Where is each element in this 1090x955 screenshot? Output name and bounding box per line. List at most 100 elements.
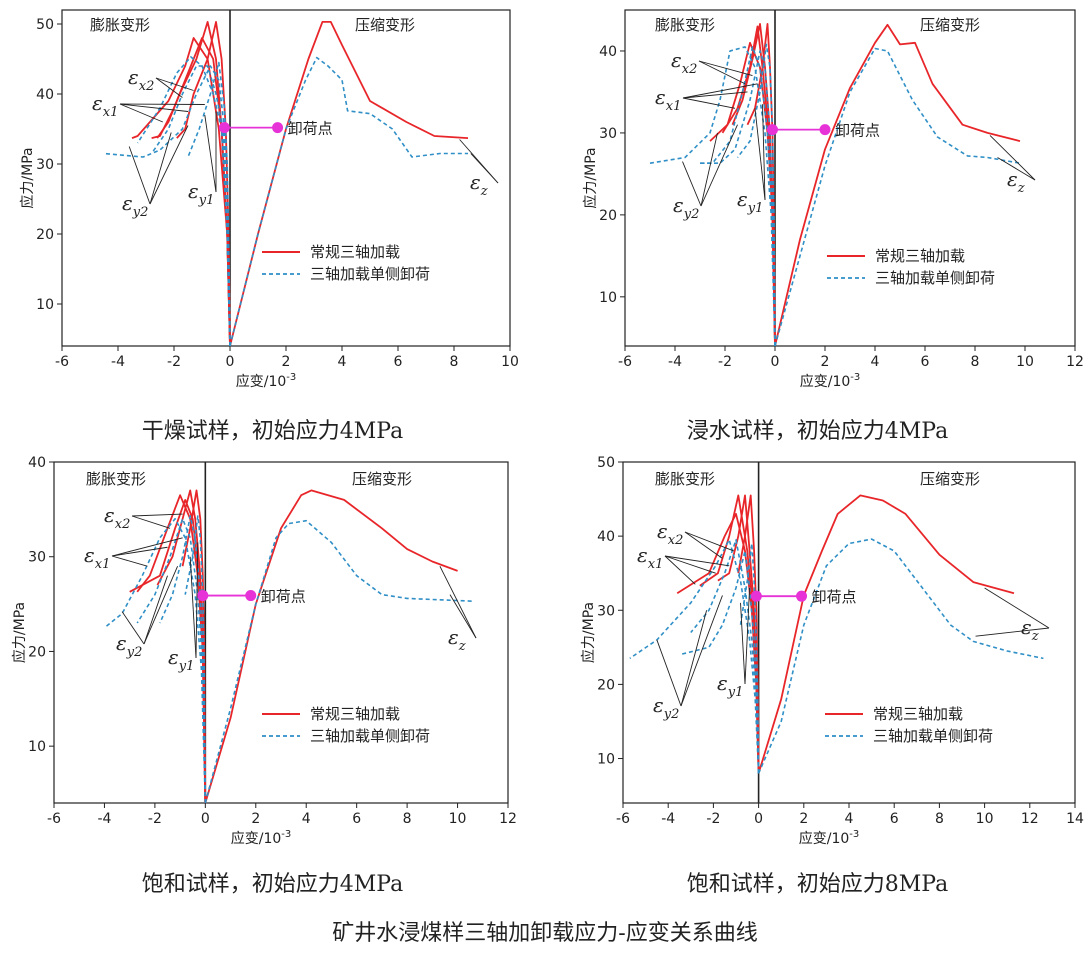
x-tick-label: 14 — [1066, 811, 1084, 827]
x-tick-label: 0 — [771, 354, 780, 370]
annotation-leader — [682, 91, 748, 99]
y-tick-label: 20 — [28, 644, 46, 660]
unload-point-label: 卸荷点 — [261, 588, 306, 606]
annotation-leader — [119, 103, 205, 105]
x-tick-label: 10 — [449, 811, 467, 827]
x-tick-label: 4 — [302, 811, 311, 827]
region-label-dilation: 膨胀变形 — [86, 470, 146, 488]
series-unloading — [103, 515, 473, 804]
annotation-epsilon-y2: εy2 — [653, 693, 679, 722]
annotation-leader — [700, 132, 718, 207]
annotation-leader — [984, 587, 1050, 629]
annotation-subscript: x1 — [95, 557, 111, 572]
y-tick-label: 50 — [36, 17, 54, 33]
y-axis-label: 应力/MPa — [580, 602, 597, 663]
annotation-epsilon-z: εz — [1007, 167, 1025, 196]
x-tick-label: 12 — [1021, 811, 1039, 827]
annotation-epsilon-z: εz — [448, 625, 466, 654]
curve-epsilon-x2 — [676, 513, 760, 774]
legend-unloading-label: 三轴加载单侧卸荷 — [875, 269, 995, 287]
annotation-leader — [143, 575, 168, 645]
curve-epsilon-z — [774, 23, 1021, 347]
annotation-leader — [664, 555, 716, 574]
x-tick-label: -4 — [661, 811, 675, 827]
x-tick-label: 6 — [890, 811, 899, 827]
plot-frame — [61, 9, 511, 347]
x-tick-label: -2 — [148, 811, 162, 827]
annotation-subscript: y2 — [663, 707, 680, 722]
annotation-leader — [131, 513, 183, 517]
annotation-epsilon-x1: εx1 — [637, 543, 663, 572]
annotation-subscript: y1 — [198, 193, 215, 208]
caption-saturated-8: 饱和试样，初始应力8MPa — [686, 872, 949, 897]
curve-epsilon-z — [229, 56, 468, 347]
curve-epsilon-z — [204, 519, 473, 804]
x-tick-label: -2 — [718, 354, 732, 370]
annotation-epsilon-x1: εx1 — [92, 91, 118, 120]
x-axis-label-exponent: -3 — [849, 829, 859, 840]
unload-point-label: 卸荷点 — [812, 588, 857, 606]
annotation-leader — [119, 103, 163, 123]
annotation-epsilon-y2: εy2 — [673, 193, 699, 222]
annotation-subscript: x2 — [682, 62, 698, 77]
curve-epsilon-x2 — [131, 37, 231, 347]
curve-epsilon-z — [774, 47, 1021, 347]
annotation-leader — [698, 60, 746, 85]
x-axis-label: 应变/10-3 — [799, 829, 860, 847]
x-axis-label: 应变/10-3 — [800, 372, 861, 390]
curve-epsilon-x2 — [649, 46, 776, 347]
x-tick-label: 2 — [251, 811, 260, 827]
x-axis-label-exponent: -3 — [281, 829, 291, 840]
y-tick-label: 20 — [36, 227, 54, 243]
y-tick-label: 10 — [599, 290, 617, 306]
x-tick-label: 10 — [976, 811, 994, 827]
annotation-subscript: x2 — [139, 79, 155, 94]
annotation-leader — [664, 555, 696, 585]
curve-epsilon-y1 — [739, 542, 760, 774]
annotation-leader — [204, 114, 217, 193]
annotation-epsilon-x1: εx1 — [84, 543, 110, 572]
annotation-leader — [143, 566, 179, 645]
curve-epsilon-z — [229, 21, 469, 347]
y-axis-label: 应力/MPa — [582, 147, 599, 208]
annotation-subscript: y1 — [178, 659, 195, 674]
annotation-epsilon-y1: εy1 — [737, 187, 763, 216]
x-tick-label: 0 — [226, 354, 235, 370]
legend-loading-label: 常规三轴加载 — [310, 705, 400, 723]
legend-loading-label: 常规三轴加载 — [875, 247, 965, 265]
chart-saturated-8mpa: -6 -4 -2 0 2 4 6 8 10 12 14 10 20 30 40 50 应变/10-3 应力/MPa… — [580, 455, 1084, 847]
annotation-epsilon-y1: εy1 — [168, 645, 194, 674]
curve-epsilon-y1 — [187, 61, 231, 347]
annotation-leader — [131, 515, 171, 529]
annotation-leader — [189, 556, 197, 659]
region-label-dilation: 膨胀变形 — [90, 16, 150, 34]
unload-point-marker — [796, 590, 808, 602]
annotation-leader — [684, 531, 723, 559]
x-tick-label: -4 — [111, 354, 125, 370]
annotation-leader — [149, 125, 189, 205]
x-tick-label: -4 — [97, 811, 111, 827]
curve-epsilon-x1 — [699, 494, 760, 774]
plot-frame — [53, 461, 509, 804]
y-tick-label: 40 — [597, 529, 615, 545]
plot-frame — [624, 9, 1076, 347]
annotation-leader — [754, 108, 766, 201]
unload-point-label: 卸荷点 — [288, 120, 333, 138]
x-tick-label: 8 — [971, 354, 980, 370]
x-tick-label: -2 — [706, 811, 720, 827]
x-tick-label: 4 — [845, 811, 854, 827]
annotation-leader — [682, 161, 702, 207]
annotation-subscript: y2 — [132, 205, 149, 220]
annotation-leader — [989, 135, 1036, 181]
annotation-epsilon-y1: εy1 — [188, 179, 214, 208]
annotation-leader — [149, 132, 172, 205]
y-tick-label: 20 — [597, 677, 615, 693]
y-tick-label: 30 — [599, 126, 617, 142]
x-axis-label: 应变/10-3 — [236, 372, 297, 390]
x-tick-label: 6 — [921, 354, 930, 370]
series-loading — [129, 489, 458, 804]
curve-epsilon-y2 — [679, 550, 760, 774]
annotation-epsilon-y2: εy2 — [122, 191, 148, 220]
y-tick-label: 30 — [28, 550, 46, 566]
y-tick-label: 30 — [36, 157, 54, 173]
